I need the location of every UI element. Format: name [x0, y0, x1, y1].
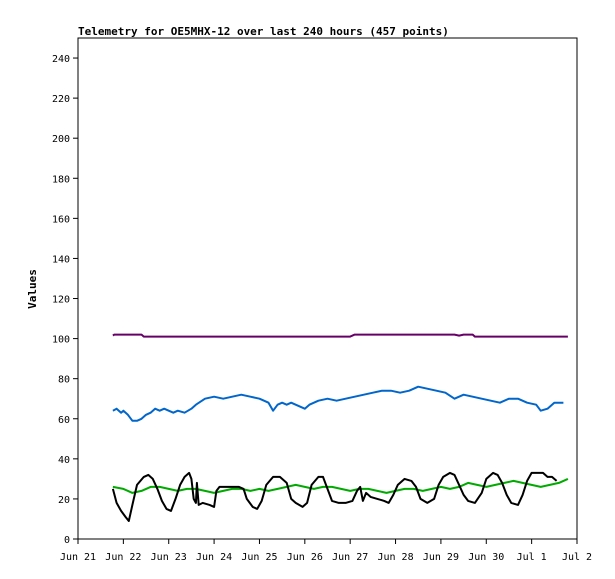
x-tick-label: Jul 1 [517, 552, 547, 563]
y-tick-label: 200 [52, 134, 70, 145]
x-tick-label: Jun 27 [332, 552, 368, 563]
x-tick-label: Jun 30 [468, 552, 504, 563]
series-lines [111, 333, 569, 522]
y-axis-ticks: 0 20 40 60 80 100 120 140 160 180 200 220 240 [52, 54, 78, 546]
x-tick-label: Jun 24 [196, 552, 232, 563]
x-tick-label: Jun 23 [151, 552, 187, 563]
series-line-4 [111, 471, 558, 522]
y-tick-label: 120 [52, 295, 70, 306]
y-tick-label: 180 [52, 174, 70, 185]
x-axis-ticks: Jun 21 Jun 22 Jun 23 Jun 24 Jun 25 Jun 26 Jun … [60, 539, 592, 563]
y-tick-label: 60 [58, 415, 70, 426]
series-line-2 [112, 385, 564, 422]
y-tick-label: 100 [52, 335, 70, 346]
series-line-1 [112, 333, 568, 338]
y-tick-label: 20 [58, 495, 70, 506]
y-tick-label: 220 [52, 94, 70, 105]
y-tick-label: 80 [58, 375, 70, 386]
x-tick-label: Jun 25 [241, 552, 277, 563]
x-tick-label: Jun 26 [287, 552, 323, 563]
x-tick-label: Jun 29 [423, 552, 459, 563]
x-tick-label: Jul 2 [562, 552, 592, 563]
plot-frame [77, 37, 578, 540]
y-tick-label: 0 [64, 535, 70, 546]
x-tick-label: Jun 21 [60, 552, 96, 563]
y-tick-label: 40 [58, 455, 70, 466]
y-tick-label: 140 [52, 254, 70, 265]
x-tick-label: Jun 22 [105, 552, 141, 563]
y-axis-label: Values [26, 269, 39, 309]
x-tick-label: Jun 28 [377, 552, 413, 563]
y-tick-label: 240 [52, 54, 70, 65]
chart-title: Telemetry for OE5MHX-12 over last 240 ho… [78, 25, 449, 38]
y-tick-label: 160 [52, 214, 70, 225]
series-line-3 [112, 477, 569, 494]
